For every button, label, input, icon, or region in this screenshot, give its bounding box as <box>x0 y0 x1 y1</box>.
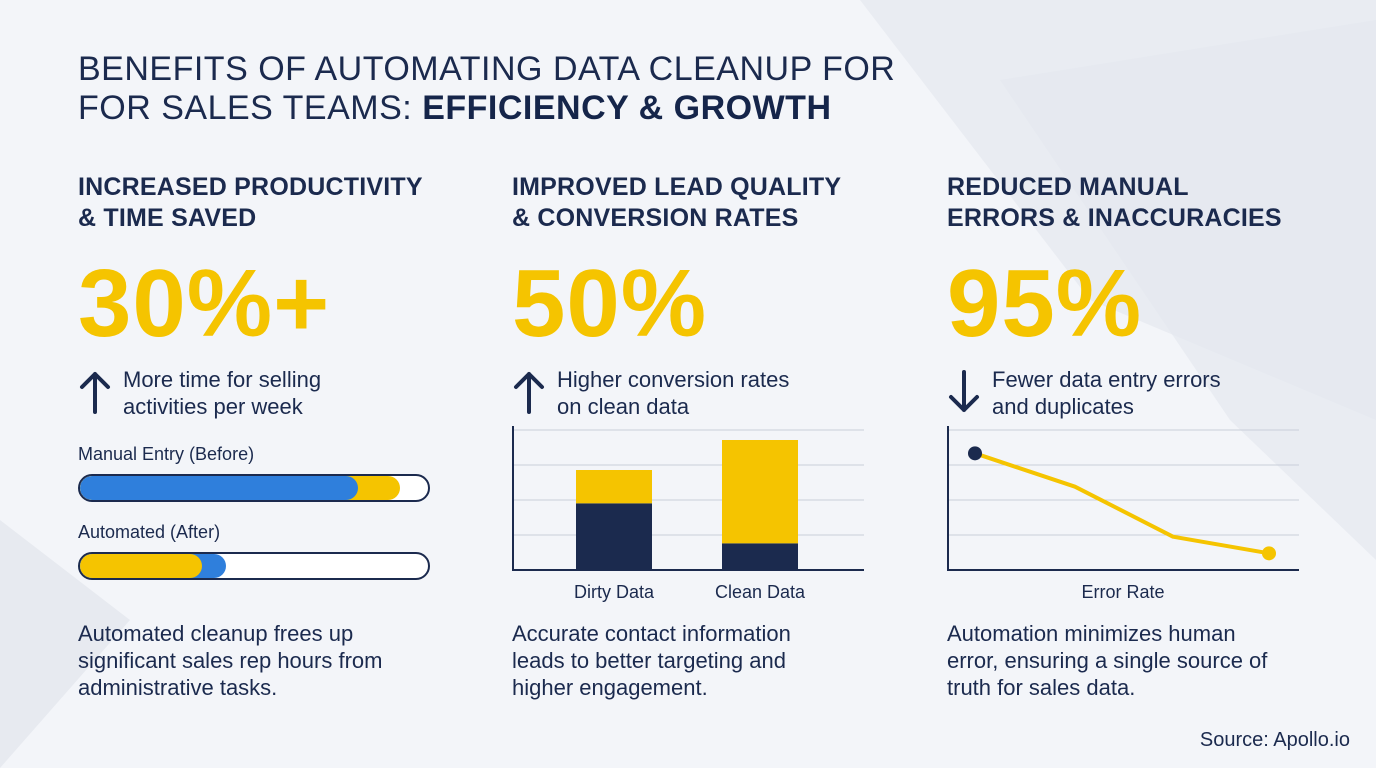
note-line-2: significant sales rep hours from <box>78 648 383 673</box>
progress-fill-primary <box>80 554 202 578</box>
progress-bar-manual <box>78 474 430 502</box>
note-line-1: Automated cleanup frees up <box>78 621 354 646</box>
desc-line-2: on clean data <box>557 394 690 419</box>
progress-bar-automated <box>78 552 430 580</box>
error-rate-line <box>973 451 1271 556</box>
conversion-bar-chart: Dirty Data Clean Data <box>512 426 864 602</box>
productivity-column: INCREASED PRODUCTIVITY & TIME SAVED 30%+… <box>78 172 458 700</box>
arrow-up-icon <box>80 372 110 414</box>
desc-line-2: activities per week <box>123 394 303 419</box>
column-heading: REDUCED MANUAL ERRORS & INACCURACIES <box>947 172 1327 234</box>
bar-label-manual: Manual Entry (Before) <box>78 444 255 464</box>
line-start-point <box>968 446 982 461</box>
heading-line-1: REDUCED MANUAL <box>947 173 1189 201</box>
desc-line-2: and duplicates <box>992 394 1134 419</box>
heading-line-1: IMPROVED LEAD QUALITY <box>512 173 842 201</box>
note-line-3: truth for sales data. <box>947 675 1136 700</box>
bar-segment-base <box>576 503 652 570</box>
column-footnote: Automation minimizes human error, ensuri… <box>947 620 1327 701</box>
line-end-point <box>1262 546 1276 561</box>
arrow-up-icon <box>514 372 544 414</box>
stat-description-text: Fewer data entry errors and duplicates <box>992 366 1322 420</box>
note-line-2: leads to better targeting and <box>512 648 786 673</box>
stat-description-text: More time for selling activities per wee… <box>123 366 453 420</box>
title-line-2: FOR SALES TEAMS: EFFICIENCY & GROWTH <box>78 89 895 128</box>
note-line-3: higher engagement. <box>512 675 708 700</box>
big-stat: 50% <box>512 250 708 357</box>
column-heading: IMPROVED LEAD QUALITY & CONVERSION RATES <box>512 172 892 234</box>
note-line-2: error, ensuring a single source of <box>947 648 1268 673</box>
desc-line-1: More time for selling <box>123 367 322 392</box>
category-label: Clean Data <box>715 582 806 602</box>
heading-line-1: INCREASED PRODUCTIVITY <box>78 173 423 201</box>
note-line-1: Automation minimizes human <box>947 621 1236 646</box>
error-rate-line-chart: Error Rate <box>947 426 1299 602</box>
stat-description-text: Higher conversion rates on clean data <box>557 366 887 420</box>
heading-line-2: ERRORS & INACCURACIES <box>947 204 1282 232</box>
column-footnote: Automated cleanup frees up significant s… <box>78 620 458 701</box>
bar-segment-top <box>576 470 652 504</box>
note-line-3: administrative tasks. <box>78 675 278 700</box>
stat-description: Fewer data entry errors and duplicates <box>947 366 1327 426</box>
lead-quality-column: IMPROVED LEAD QUALITY & CONVERSION RATES… <box>512 172 892 700</box>
desc-line-1: Fewer data entry errors <box>992 367 1221 392</box>
title-line-2-bold: EFFICIENCY & GROWTH <box>422 89 832 127</box>
x-axis-label: Error Rate <box>1081 582 1164 602</box>
page-title: BENEFITS OF AUTOMATING DATA CLEANUP FOR … <box>78 50 895 128</box>
stat-description: More time for selling activities per wee… <box>78 366 458 426</box>
heading-line-2: & TIME SAVED <box>78 204 257 232</box>
source-credit: Source: Apollo.io <box>1199 729 1350 751</box>
arrow-down-icon <box>949 370 979 412</box>
desc-line-1: Higher conversion rates <box>557 367 790 392</box>
heading-line-2: & CONVERSION RATES <box>512 204 799 232</box>
column-heading: INCREASED PRODUCTIVITY & TIME SAVED <box>78 172 458 234</box>
big-stat: 95% <box>947 250 1143 357</box>
title-line-1: BENEFITS OF AUTOMATING DATA CLEANUP FOR <box>78 50 896 88</box>
note-line-1: Accurate contact information <box>512 621 791 646</box>
column-footnote: Accurate contact information leads to be… <box>512 620 892 701</box>
stat-description: Higher conversion rates on clean data <box>512 366 892 426</box>
bar-segment-top <box>722 440 798 544</box>
title-line-2-regular: FOR SALES TEAMS: <box>78 89 423 127</box>
progress-fill-primary <box>80 476 359 500</box>
bar-label-automated: Automated (After) <box>78 522 221 542</box>
big-stat: 30%+ <box>78 250 331 357</box>
category-label: Dirty Data <box>574 582 655 602</box>
bar-segment-base <box>722 543 798 570</box>
errors-column: REDUCED MANUAL ERRORS & INACCURACIES 95%… <box>947 172 1327 700</box>
